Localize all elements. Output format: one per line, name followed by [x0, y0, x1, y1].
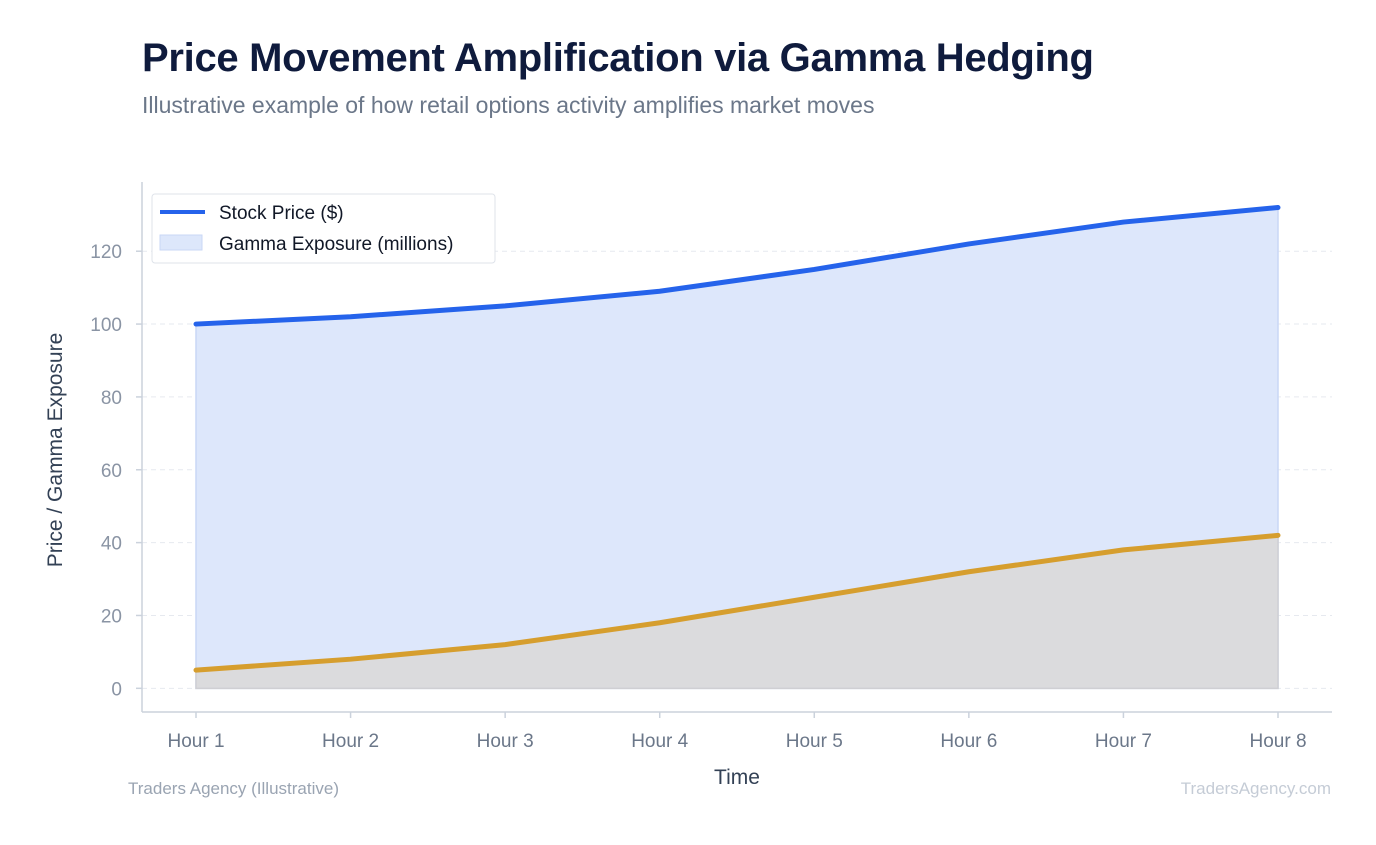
y-axis-label: Price / Gamma Exposure: [44, 333, 67, 568]
axes: [136, 182, 1332, 718]
y-tick-label: 20: [101, 606, 122, 627]
legend-label-stock-price: Stock Price ($): [219, 203, 344, 224]
legend-label-gamma-exposure: Gamma Exposure (millions): [219, 234, 453, 255]
line-gamma-exposure: [193, 532, 1281, 673]
x-tick-label: Hour 4: [631, 731, 688, 752]
y-tick-labels: 0 20 40 60 80 100 120: [90, 242, 122, 700]
x-tick-labels: Hour 1 Hour 2 Hour 3 Hour 4 Hour 5 Hour 6 Hour…: [167, 731, 1306, 752]
chart-title: Price Movement Amplification via Gamma H…: [142, 36, 1094, 80]
x-tick-label: Hour 3: [477, 731, 534, 752]
y-tick-label: 40: [101, 534, 122, 555]
x-tick-label: Hour 8: [1249, 731, 1306, 752]
x-tick-label: Hour 5: [786, 731, 843, 752]
y-tick-label: 0: [111, 679, 122, 700]
x-tick-label: Hour 1: [167, 731, 224, 752]
watermark: TradersAgency.com: [1180, 779, 1331, 798]
y-tick-label: 120: [90, 242, 122, 263]
chart-subtitle: Illustrative example of how retail optio…: [142, 92, 875, 118]
y-tick-label: 80: [101, 388, 122, 409]
series-lines: [193, 204, 1281, 673]
line-stock-price: [193, 204, 1281, 327]
legend-swatch-gamma-exposure: [159, 234, 203, 251]
x-tick-label: Hour 2: [322, 731, 379, 752]
y-tick-label: 100: [90, 315, 122, 336]
y-tick-label: 60: [101, 461, 122, 482]
x-axis-label: Time: [714, 766, 760, 789]
legend: Stock Price ($) Gamma Exposure (millions…: [151, 193, 496, 264]
x-tick-label: Hour 7: [1095, 731, 1152, 752]
source-note: Traders Agency (Illustrative): [128, 779, 339, 798]
legend-box: [151, 193, 496, 264]
x-tick-label: Hour 6: [940, 731, 997, 752]
